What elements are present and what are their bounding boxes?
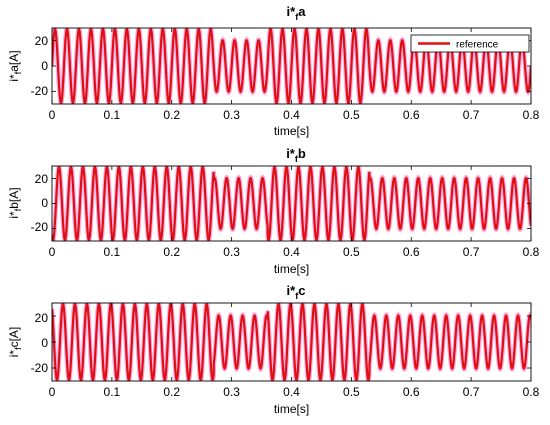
panel-a-xtick-3: 0.3 [223, 108, 240, 122]
panel-b-xtick-6: 0.6 [403, 245, 420, 259]
panel-c-ylabel: i*fc[A] [7, 327, 23, 358]
panel-b-xtick-0: 0 [49, 245, 56, 259]
legend-box [410, 34, 530, 53]
panel-c-plot-area [51, 302, 532, 382]
panel-a-xtick-0: 0 [49, 108, 56, 122]
panel-c-xtick-8: 0.8 [523, 385, 540, 399]
panel-a-title: i*fa [287, 4, 307, 22]
panel-b-xtick-7: 0.7 [463, 245, 480, 259]
panel-a-xtick-1: 0.1 [104, 108, 121, 122]
panel-c-xlabel: time[s] [274, 402, 309, 416]
panel-b-xtick-2: 0.2 [163, 245, 180, 259]
panel-b-xtick-4: 0.4 [283, 245, 300, 259]
panel-b-ylabel: i*fb[A] [7, 187, 23, 218]
panel-a-xtick-5: 0.5 [343, 108, 360, 122]
panel-c: i*fc i*fc[A] 0 0.1 0.2 0.3 0.4 0.5 0.6 0… [7, 283, 540, 416]
panel-b-series-group [52, 166, 531, 241]
panel-b: i*fb i*fb[A] 0 0.1 0.2 0.3 0.4 0.5 0.6 0… [7, 146, 540, 276]
panel-a-xtick-2: 0.2 [163, 108, 180, 122]
panel-a-xtick-6: 0.6 [403, 108, 420, 122]
panel-c-xtick-3: 0.3 [223, 385, 240, 399]
panel-c-xtick-1: 0.1 [104, 385, 121, 399]
panel-c-xtick-5: 0.5 [343, 385, 360, 399]
panel-a-xtick-4: 0.4 [283, 108, 300, 122]
panel-b-ytick-0: 0 [41, 196, 48, 210]
panel-b-xtick-5: 0.5 [343, 245, 360, 259]
panel-a-ylabel: i*fa[A] [7, 50, 23, 81]
panel-c-series-group [52, 303, 531, 381]
panel-c-xtick-6: 0.6 [403, 385, 420, 399]
panel-c-xtick-7: 0.7 [463, 385, 480, 399]
panel-c-xtick-2: 0.2 [163, 385, 180, 399]
panel-a-ytick-neg20: -20 [31, 84, 49, 98]
panel-b-plot-area [51, 165, 532, 242]
panel-a: i*fa i*fa[A] 0 0.1 0.2 0.3 0.4 0.5 0.6 0… [7, 4, 540, 138]
panel-a-xlabel: time[s] [274, 124, 309, 138]
panel-a-ytick-0: 0 [41, 59, 48, 73]
panel-c-series-reference-line [52, 303, 531, 381]
panel-b-title: i*fb [286, 146, 306, 164]
panel-b-xtick-3: 0.3 [223, 245, 240, 259]
panel-b-xtick-8: 0.8 [523, 245, 540, 259]
panel-b-ytick-neg20: -20 [31, 220, 49, 234]
panel-c-ytick-0: 0 [41, 336, 48, 350]
panel-c-ytick-neg20: -20 [31, 361, 49, 375]
panel-a-xtick-7: 0.7 [463, 108, 480, 122]
panel-b-series-reference-line [52, 166, 531, 241]
panel-c-xtick-4: 0.4 [283, 385, 300, 399]
panel-b-xtick-1: 0.1 [104, 245, 121, 259]
panel-a-xtick-8: 0.8 [523, 108, 540, 122]
panel-c-xtick-0: 0 [49, 385, 56, 399]
panel-b-ytick-20: 20 [35, 172, 49, 186]
panel-c-ytick-20: 20 [35, 311, 49, 325]
legend-reference-label: reference [456, 40, 499, 51]
legend: reference [410, 34, 530, 53]
panel-a-ytick-20: 20 [35, 34, 49, 48]
panel-b-xlabel: time[s] [274, 262, 309, 276]
panel-c-title: i*fc [287, 283, 306, 301]
